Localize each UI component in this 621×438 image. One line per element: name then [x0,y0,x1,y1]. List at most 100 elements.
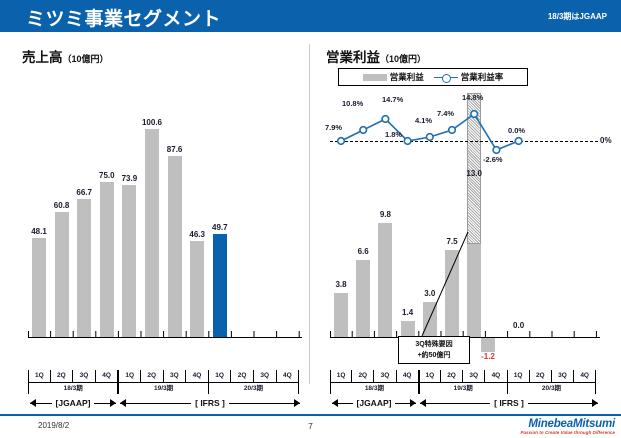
oi-rate-label-3: 14.7% [382,95,404,104]
oi-rate-label-9: 0.0% [508,126,526,135]
panel-divider [309,44,310,384]
legend-bar-swatch-icon [362,73,387,81]
chart-legend: 営業利益 営業利益率 [338,68,528,86]
oi-q-4: 4Q [397,370,419,382]
oi-special-factor-annotation: 3Q特殊要因 +約50億円 [398,336,470,364]
sales-standard-ifrs: [ IFRS ] [120,397,300,409]
logo-name: MinebeaMitsumi [528,418,615,430]
sales-q-1: 1Q [28,370,51,382]
legend-line-marker-icon [433,73,458,83]
oi-bar-label-1: 3.8 [335,280,347,289]
sales-q-11: 3Q [254,370,277,382]
sales-bar-6 [145,129,159,337]
oi-bar-label-4: 1.4 [402,308,414,317]
sales-panel-title: 売上高（10億円） [22,46,109,66]
sales-axis-ticks [28,331,300,337]
oi-q-2: 2Q [352,370,375,382]
sales-q-10: 2Q [231,370,254,382]
oi-bar-8-negative [481,338,495,352]
oi-period-2: 19/3期 [418,382,508,394]
oi-rate-label-4: 1.8% [385,130,403,139]
header-rule [0,32,621,35]
sales-bar-3 [77,199,92,337]
oi-bar-label-9: 0.0 [513,321,525,330]
oi-period-row: 18/3期 19/3期 20/3期 [330,382,597,394]
oi-q-1: 1Q [330,370,353,382]
oi-bar-7-special-factor [467,93,482,244]
oi-q-10: 2Q [530,370,552,382]
oi-standard-ifrs: [ IFRS ] [420,397,598,409]
oi-standard-jgaap-label: [JGAAP] [352,398,396,408]
page-title: ミツミ事業セグメント [26,9,222,30]
sales-standard-ifrs-label: [ IFRS ] [191,398,229,408]
oi-title-unit: （10億円） [380,54,427,64]
sales-plot-area: 48.1 60.8 66.7 75.0 73.9 100.6 87.6 46.3… [28,100,302,337]
sales-bar-label-3: 66.7 [76,188,92,197]
oi-special-factor-leader-line [421,231,469,337]
oi-rate-label-6: 7.4% [437,109,455,118]
sales-bar-label-1: 48.1 [31,227,47,236]
sales-bar-label-7: 87.6 [166,145,183,154]
oi-annotation-line2: +約50億円 [417,352,451,359]
sales-bar-label-9: 49.7 [212,223,228,232]
operating-income-panel: 営業利益（10億円） 営業利益 営業利益率 [312,38,617,418]
sales-q-12: 4Q [277,370,300,382]
oi-rate-label-1: 7.9% [325,123,343,132]
oi-bar-7-solid [467,244,482,337]
sales-standard-jgaap: [JGAAP] [30,397,116,409]
oi-bar-label-6: 7.5 [446,237,458,246]
sales-q-8: 4Q [186,370,209,382]
header-note: 18/3期はJGAAP [547,12,607,21]
oi-q-7: 3Q [463,370,486,382]
sales-period-3: 20/3期 [208,382,300,394]
footer-page-number: 7 [308,421,313,431]
sales-q-9: 1Q [209,370,232,382]
legend-line-label: 営業利益率 [460,72,504,82]
oi-standard-jgaap: [JGAAP] [332,397,416,409]
oi-bar-label-5: 3.0 [424,289,436,298]
sales-bar-5 [122,185,137,337]
oi-q-9: 1Q [508,370,530,382]
sales-q-7: 3Q [164,370,187,382]
sales-bar-label-8: 46.3 [189,230,205,239]
oi-q-6: 2Q [441,370,464,382]
sales-period-1: 18/3期 [28,382,119,394]
sales-standard-jgaap-label: [JGAAP] [51,398,95,408]
oi-panel-title: 営業利益（10億円） [326,46,426,66]
oi-bar-label-8: -1.2 [481,352,495,361]
oi-bar-label-7: 13.0 [466,169,482,178]
legend-item-bar: 営業利益 [362,71,424,83]
sales-title-unit: （10億円） [62,54,109,64]
legend-item-line: 営業利益率 [433,71,504,83]
oi-q-5: 1Q [418,370,441,382]
oi-rate-label-8: -2.6% [483,155,503,164]
oi-rate-label-7: 14.8% [462,93,484,102]
sales-bar-label-2: 60.8 [53,201,70,210]
sales-q-6: 2Q [141,370,164,382]
oi-bar-3 [378,223,393,337]
oi-period-1: 18/3期 [330,382,419,394]
sales-bar-7 [167,156,182,337]
oi-title-text: 営業利益 [326,50,380,65]
oi-pct-zero-line [330,141,598,142]
logo-tagline: Passion to Create Value through Differen… [520,430,615,435]
footer-date: 2019/8/2 [38,421,70,430]
sales-q-3: 3Q [73,370,96,382]
sales-period-row: 18/3期 19/3期 20/3期 [28,382,300,394]
oi-bar-4 [400,321,415,337]
oi-rate-label-5: 4.1% [415,116,433,125]
oi-q-11: 3Q [552,370,575,382]
oi-rate-line-series [336,109,523,155]
sales-bar-label-6: 100.6 [141,118,163,127]
sales-bar-8 [190,241,205,337]
company-logo: MinebeaMitsumi Passion to Create Value t… [520,418,616,436]
sales-bar-4 [99,182,114,337]
sales-axis-line [28,337,302,338]
oi-standard-ifrs-label: [ IFRS ] [490,398,528,408]
oi-quarter-row: 1Q 2Q 3Q 4Q 1Q 2Q 3Q 4Q 1Q 2Q 3Q 4Q [330,370,597,382]
oi-rate-label-2: 10.8% [342,99,364,108]
oi-pct-zero-label: 0% [600,136,612,145]
oi-q-12: 4Q [574,370,597,382]
oi-bar-label-3: 9.8 [379,210,391,219]
